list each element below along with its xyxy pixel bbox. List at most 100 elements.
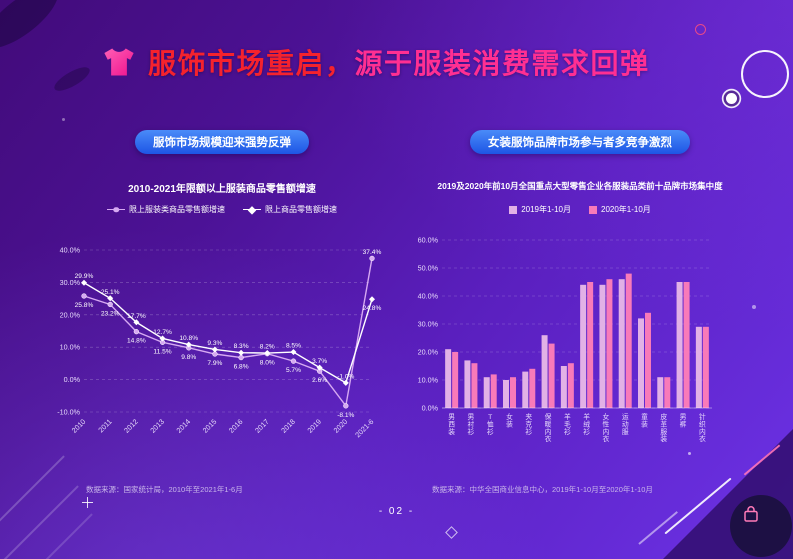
sparkle-decoration (82, 497, 93, 508)
svg-text:9.8%: 9.8% (181, 354, 196, 361)
svg-text:29.9%: 29.9% (75, 273, 94, 280)
svg-text:2011: 2011 (96, 417, 113, 434)
svg-text:童装: 童装 (641, 412, 648, 428)
svg-text:8.3%: 8.3% (234, 343, 249, 350)
svg-text:针织内衣: 针织内衣 (699, 412, 706, 443)
legend-item: 限上服装类商品零售额增速 (107, 204, 225, 215)
bar-chart-legend: 2019年1-10月 2020年1-10月 (408, 204, 752, 215)
svg-text:8.2%: 8.2% (260, 344, 275, 351)
circle-marker-icon (107, 206, 125, 213)
svg-text:男衬衫: 男衬衫 (468, 413, 475, 436)
dot-decoration (752, 305, 756, 309)
svg-text:女装: 女装 (506, 412, 513, 428)
dot-decoration (62, 118, 65, 121)
legend-label: 限上服装类商品零售额增速 (129, 205, 225, 214)
svg-text:14.8%: 14.8% (127, 338, 146, 345)
svg-text:2018: 2018 (279, 417, 297, 435)
leaf-decoration-small (51, 62, 93, 96)
page-title-part1: 服饰市场重启， (148, 48, 355, 79)
svg-text:0.0%: 0.0% (422, 404, 439, 413)
svg-text:10.0%: 10.0% (418, 376, 439, 385)
right-source-note: 数据来源：中华全国商业信息中心，2019年1-10月至2020年1-10月 (432, 485, 653, 494)
svg-text:男裤: 男裤 (680, 413, 687, 428)
swatch-icon (589, 205, 597, 214)
bar-chart-canvas: 60.0% 50.0% 40.0% 30.0% 20.0% 10.0% 0.0% 男西装 男衬衫… (418, 236, 712, 443)
svg-text:男西装: 男西装 (448, 413, 455, 436)
svg-text:40.0%: 40.0% (60, 246, 81, 255)
ringed-dot-decoration (726, 93, 737, 104)
svg-text:11.5%: 11.5% (153, 348, 171, 355)
svg-text:20.0%: 20.0% (60, 310, 81, 319)
legend-label: 2019年1-10月 (521, 205, 571, 214)
right-panel: 女装服饰品牌市场参与者多竞争激烈 2019及2020年前10月全国重点大型零售企… (408, 130, 752, 500)
svg-text:0.0%: 0.0% (64, 375, 81, 384)
dot-decoration (688, 452, 691, 455)
legend-item: 限上商品零售额增速 (243, 204, 337, 215)
svg-text:20.0%: 20.0% (418, 348, 439, 357)
swatch-icon (509, 205, 518, 214)
svg-text:2010: 2010 (70, 417, 88, 435)
line-chart-legend: 限上服装类商品零售额增速 限上商品零售额增速 (46, 204, 398, 215)
legend-item: 2020年1-10月 (589, 204, 651, 215)
svg-text:2.6%: 2.6% (312, 377, 327, 384)
svg-text:2021-6: 2021-6 (353, 417, 375, 439)
svg-text:10.8%: 10.8% (179, 335, 198, 342)
svg-text:保暖内衣: 保暖内衣 (545, 412, 552, 443)
svg-text:30.0%: 30.0% (60, 278, 81, 287)
page-title: 服饰市场重启，源于服装消费需求回弹 (148, 42, 650, 82)
pink-ring-decoration (695, 24, 706, 35)
svg-text:2020: 2020 (332, 417, 350, 435)
svg-text:50.0%: 50.0% (418, 264, 439, 273)
line-chart-canvas: 40.0% 30.0% 20.0% 10.0% 0.0% -10.0%2010 2011 20… (57, 246, 382, 440)
svg-text:8.5%: 8.5% (286, 343, 301, 350)
svg-text:2012: 2012 (122, 417, 140, 435)
svg-text:-1.0%: -1.0% (337, 373, 354, 380)
leaf-decoration (0, 0, 67, 59)
page-number: - 02 - (378, 506, 415, 517)
left-source-note: 数据来源：国家统计局，2010年至2021年1-6月 (86, 485, 243, 494)
svg-text:17.7%: 17.7% (127, 313, 146, 320)
tshirt-icon (104, 48, 134, 76)
svg-text:40.0%: 40.0% (418, 292, 439, 301)
slide-header: 服饰市场重启，源于服装消费需求回弹 (100, 42, 650, 82)
svg-text:12.7%: 12.7% (153, 329, 172, 336)
svg-text:T恤衫: T 恤衫 (487, 414, 494, 436)
page-title-part2: 源于服装消费需求回弹 (354, 48, 650, 79)
shopping-bag-icon (744, 506, 758, 522)
svg-text:3.7%: 3.7% (312, 358, 327, 365)
svg-text:30.0%: 30.0% (418, 320, 439, 329)
svg-text:6.8%: 6.8% (234, 364, 249, 371)
diamond-marker-icon (243, 205, 261, 214)
svg-text:25.1%: 25.1% (101, 289, 120, 296)
svg-text:9.3%: 9.3% (207, 340, 222, 347)
svg-text:-10.0%: -10.0% (57, 408, 80, 417)
svg-text:2019: 2019 (305, 417, 323, 435)
legend-label: 限上商品零售额增速 (265, 205, 337, 214)
svg-text:5.7%: 5.7% (286, 367, 301, 374)
svg-text:37.4%: 37.4% (363, 249, 382, 256)
svg-text:2015: 2015 (201, 417, 219, 435)
dark-circle-decoration (730, 495, 792, 557)
svg-text:60.0%: 60.0% (418, 236, 439, 245)
svg-text:8.0%: 8.0% (260, 360, 275, 367)
svg-text:女性内衣: 女性内衣 (603, 412, 610, 443)
circle-outline-decoration (741, 50, 789, 98)
svg-text:夹克衫: 夹克衫 (525, 412, 532, 436)
bar-chart-title: 2019及2020年前10月全国重点大型零售企业各服装品类前十品牌市场集中度 (437, 181, 723, 191)
svg-text:运动服: 运动服 (622, 413, 629, 436)
line-chart-title: 2010-2021年限额以上服装商品零售额增速 (128, 184, 316, 195)
right-badge: 女装服饰品牌市场参与者多竞争激烈 (470, 130, 690, 154)
svg-text:-8.1%: -8.1% (337, 412, 354, 419)
svg-text:24.8%: 24.8% (363, 305, 382, 312)
left-badge: 服饰市场规模迎来强势反弹 (135, 130, 309, 154)
svg-text:25.8%: 25.8% (75, 302, 94, 309)
legend-item: 2019年1-10月 (509, 204, 571, 215)
left-panel: 服饰市场规模迎来强势反弹 2010-2021年限额以上服装商品零售额增速 限上服… (46, 130, 398, 500)
svg-text:羊毛衫: 羊毛衫 (564, 412, 571, 436)
diamond-decoration (445, 526, 458, 539)
svg-text:7.9%: 7.9% (207, 360, 222, 367)
svg-text:23.2%: 23.2% (101, 310, 120, 317)
svg-text:羊绒衫: 羊绒衫 (583, 412, 590, 436)
legend-label: 2020年1-10月 (601, 205, 651, 214)
svg-text:2016: 2016 (227, 417, 245, 435)
